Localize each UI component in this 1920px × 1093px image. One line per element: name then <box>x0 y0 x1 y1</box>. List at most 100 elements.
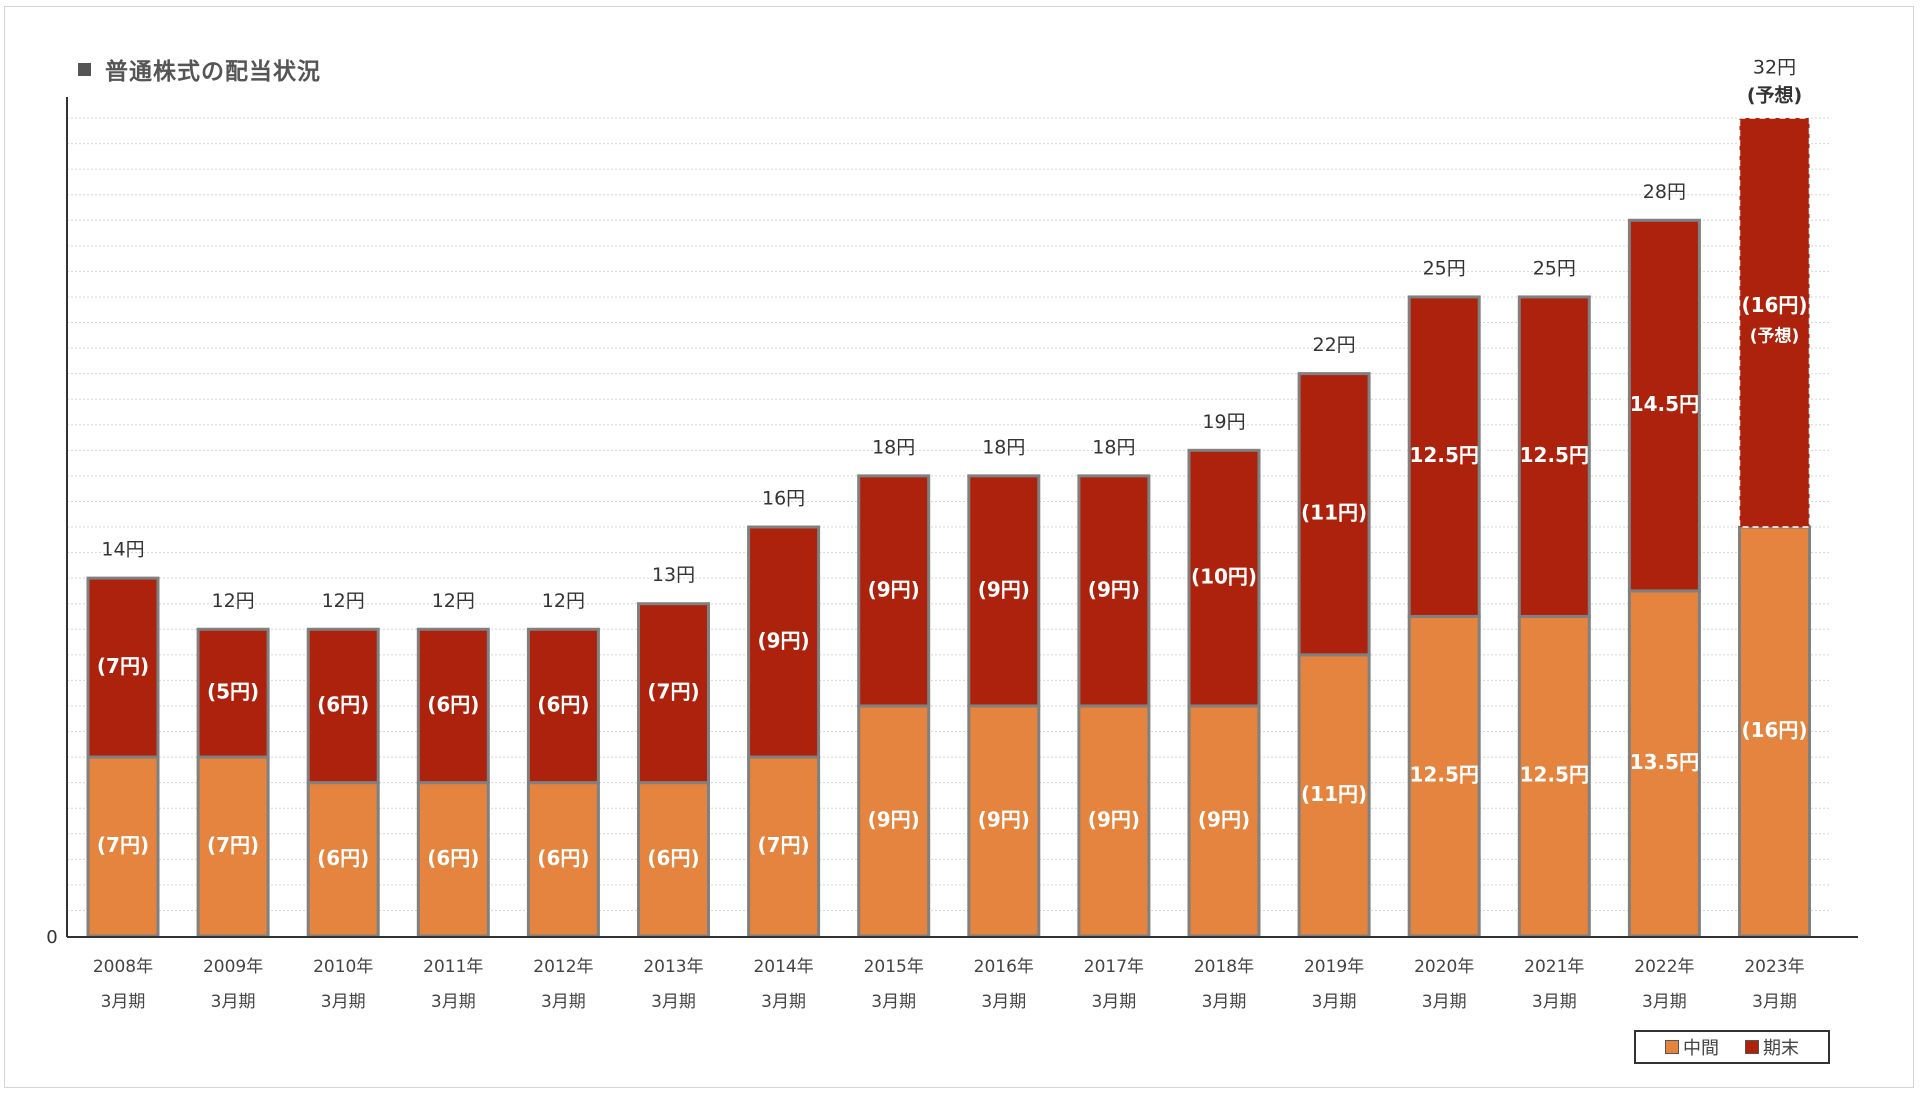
chart-title-block: 普通株式の配当状況 <box>78 52 321 86</box>
total-value-label: 16円 <box>762 488 805 510</box>
x-tick-label-period: 3月期 <box>1091 992 1136 1012</box>
x-tick-label-period: 3月期 <box>101 992 146 1012</box>
x-tick-label-period: 3月期 <box>1532 992 1577 1012</box>
total-value-label: 12円 <box>542 590 585 612</box>
x-tick-label-period: 3月期 <box>761 992 806 1012</box>
x-tick-label-period: 3月期 <box>1202 992 1247 1012</box>
bar-final <box>1077 474 1151 708</box>
bar-final <box>86 576 160 759</box>
final-value-label: (9円) <box>757 629 809 653</box>
bars <box>86 117 1811 938</box>
final-value-label: (9円) <box>978 577 1030 601</box>
x-tick-label-year: 2020年 <box>1414 957 1474 977</box>
x-tick-label-period: 3月期 <box>431 992 476 1012</box>
interim-value-label: (7円) <box>207 833 259 857</box>
bar-interim <box>637 781 710 938</box>
x-tick-label-year: 2016年 <box>974 957 1034 977</box>
bar-interim <box>967 704 1041 938</box>
interim-value-label: (12.5円) <box>1510 763 1598 787</box>
x-tick-label-year: 2008年 <box>93 957 153 977</box>
x-tick-label-year: 2013年 <box>643 957 703 977</box>
x-tick-label-period: 3月期 <box>541 992 586 1012</box>
bar-final <box>196 627 270 759</box>
interim-value-label: (9円) <box>1198 807 1250 831</box>
x-tick-label-year: 2021年 <box>1524 957 1584 977</box>
legend-item-final: 期末 <box>1745 1034 1799 1060</box>
bar-final <box>1187 448 1261 708</box>
x-tick-label-period: 3月期 <box>211 992 256 1012</box>
bar-final <box>1517 295 1591 618</box>
bar-final <box>1297 372 1371 657</box>
axes: 0 <box>46 97 1858 948</box>
bar-final <box>857 474 931 708</box>
interim-value-label: (7円) <box>97 833 149 857</box>
interim-value-label: (6円) <box>317 846 369 870</box>
bar-interim <box>1627 589 1701 938</box>
total-value-label: 18円 <box>1092 436 1135 458</box>
total-value-label: 25円 <box>1423 257 1466 279</box>
title-bullet-icon <box>78 62 91 76</box>
bar-final <box>306 627 380 785</box>
bar-interim <box>857 704 931 938</box>
labels: (7円) (7円) 14円 2008年 3月期 (7円) (5円) 12円 2009年 3月期 (6… <box>93 57 1808 1013</box>
final-value-label: (9円) <box>1088 577 1140 601</box>
total-value-label: 25円 <box>1533 257 1576 279</box>
interim-value-label: (12.5円) <box>1400 763 1488 787</box>
final-value-label: (12.5円) <box>1400 443 1488 467</box>
interim-value-label: (9円) <box>978 807 1030 831</box>
x-tick-label-year: 2012年 <box>533 957 593 977</box>
x-tick-label-period: 3月期 <box>651 992 696 1012</box>
total-value-label: 28円 <box>1643 181 1686 203</box>
final-forecast-note: (予想) <box>1750 326 1800 347</box>
total-value-label: 19円 <box>1202 411 1245 433</box>
interim-value-label: (7円) <box>757 833 809 857</box>
total-value-label: 13円 <box>652 564 695 586</box>
bar-interim <box>1407 614 1481 938</box>
total-value-label: 18円 <box>982 436 1025 458</box>
final-value-label: (6円) <box>317 692 369 716</box>
bar-final <box>747 525 821 759</box>
total-value-label: 32円 <box>1753 57 1796 79</box>
total-value-label: 14円 <box>101 539 144 561</box>
x-tick-label-period: 3月期 <box>1752 992 1797 1012</box>
total-value-label: 12円 <box>212 590 255 612</box>
x-tick-label-period: 3月期 <box>871 992 916 1012</box>
final-value-label: (6円) <box>537 692 589 716</box>
final-value-label: (12.5円) <box>1510 443 1598 467</box>
interim-value-label: (6円) <box>537 846 589 870</box>
total-value-label: 18円 <box>872 436 915 458</box>
bar-interim <box>306 781 380 938</box>
bar-final <box>416 627 490 785</box>
x-tick-label-year: 2015年 <box>864 957 924 977</box>
x-tick-label-year: 2022年 <box>1634 957 1694 977</box>
bar-final <box>967 474 1041 708</box>
x-tick-label-year: 2017年 <box>1084 957 1144 977</box>
total-value-label: 12円 <box>322 590 365 612</box>
x-tick-label-year: 2019年 <box>1304 957 1364 977</box>
final-value-label: (9円) <box>868 577 920 601</box>
bar-final <box>526 627 600 785</box>
chart-legend: 中間 期末 <box>1634 1030 1830 1064</box>
interim-value-label: (16円) <box>1741 718 1807 742</box>
interim-value-label: (11円) <box>1301 782 1367 806</box>
total-forecast-note: (予想) <box>1747 84 1802 107</box>
bar-final <box>1738 117 1811 528</box>
final-value-label: (7円) <box>647 680 699 704</box>
x-tick-label-period: 3月期 <box>1422 992 1467 1012</box>
bar-interim <box>1738 525 1811 938</box>
interim-value-label: (6円) <box>647 846 699 870</box>
chart-title: 普通株式の配当状況 <box>105 59 321 85</box>
x-tick-label-period: 3月期 <box>321 992 366 1012</box>
legend-swatch-interim <box>1665 1040 1679 1054</box>
legend-label-final: 期末 <box>1763 1038 1799 1059</box>
legend-label-interim: 中間 <box>1683 1038 1719 1059</box>
bar-interim <box>526 781 600 938</box>
final-value-label: (6円) <box>427 692 479 716</box>
x-tick-label-year: 2010年 <box>313 957 373 977</box>
x-tick-label-period: 3月期 <box>1642 992 1687 1012</box>
total-value-label: 12円 <box>432 590 475 612</box>
interim-value-label: (6円) <box>427 846 479 870</box>
legend-item-interim: 中間 <box>1665 1034 1719 1060</box>
x-tick-label-period: 3月期 <box>981 992 1026 1012</box>
